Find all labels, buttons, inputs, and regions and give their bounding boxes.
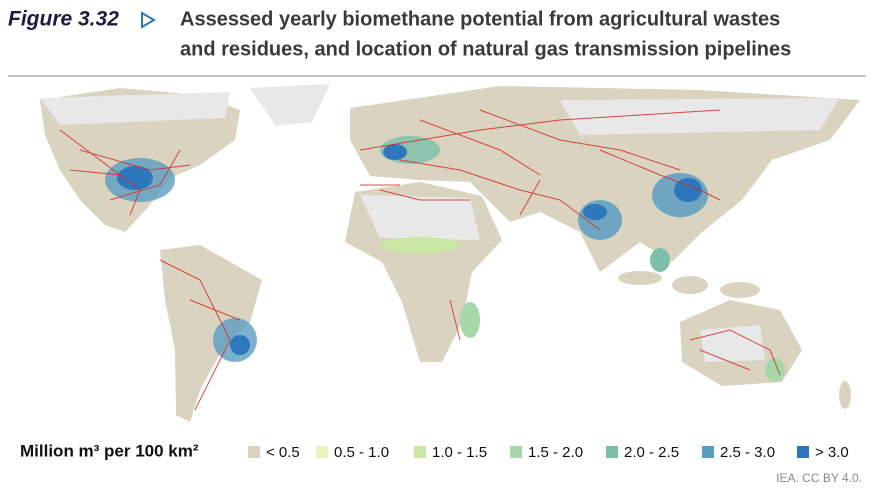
legend-swatch [248,446,260,458]
arrow-icon [141,11,156,29]
legend-label: 1.5 - 2.0 [528,444,583,461]
legend-swatch [510,446,522,458]
title-line: Assessed yearly biomethane potential fro… [180,8,780,30]
legend: < 0.5 0.5 - 1.0 1.0 - 1.5 1.5 - 2.0 2.0 - 2.… [248,444,849,461]
pipelines [59,109,781,411]
legend-swatch [702,446,714,458]
legend-label: 1.0 - 1.5 [432,444,487,461]
legend-label: 0.5 - 1.0 [334,444,389,461]
no-data-area [40,84,840,362]
landmass [40,86,860,422]
legend-swatch [316,446,328,458]
legend-label: > 3.0 [815,444,849,461]
legend-swatch [414,446,426,458]
legend-title: Million m³ per 100 km² [20,441,199,460]
credit: IEA. CC BY 4.0. [776,471,862,485]
title-line: and residues, and location of natural ga… [180,38,791,60]
figure-label: Figure 3.32 [8,8,119,31]
legend-label: < 0.5 [266,444,300,461]
legend-swatch [797,446,809,458]
map [40,84,860,422]
legend-label: 2.0 - 2.5 [624,444,679,461]
legend-swatch [606,446,618,458]
legend-label: 2.5 - 3.0 [720,444,775,461]
